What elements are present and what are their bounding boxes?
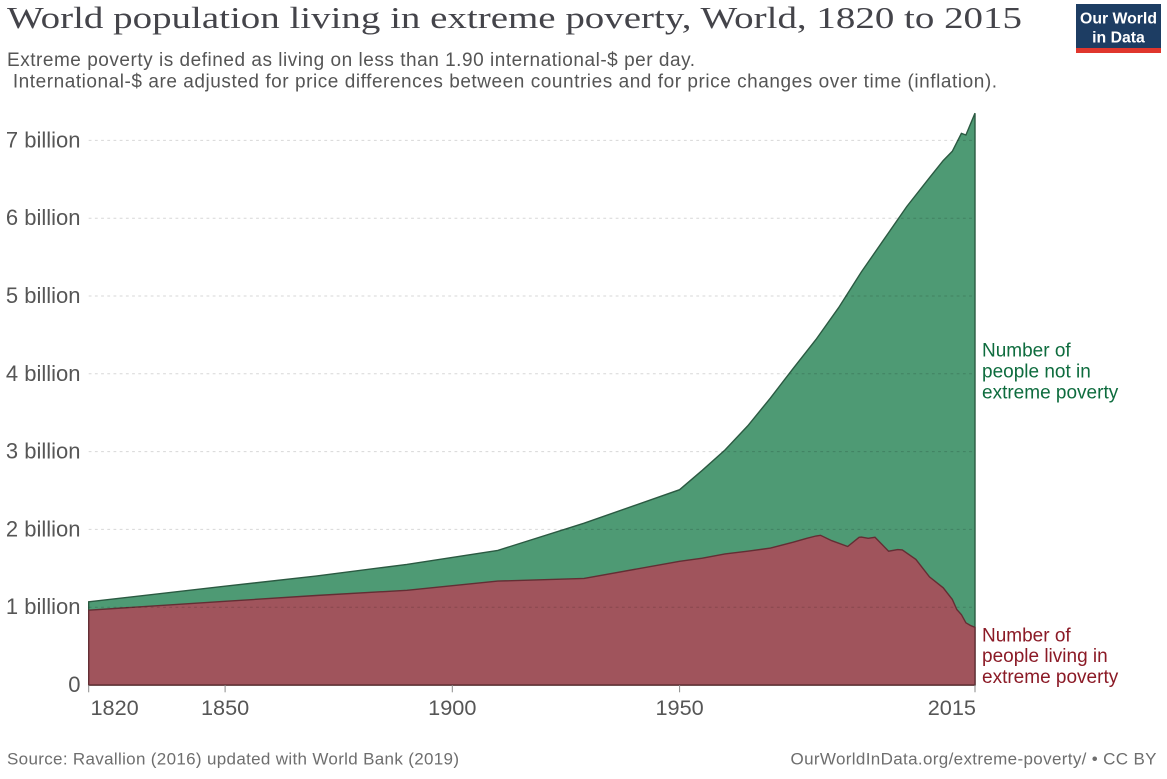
svg-text:Extreme poverty is defined as: Extreme poverty is defined as living on …	[7, 50, 695, 71]
svg-text:extreme poverty: extreme poverty	[982, 667, 1119, 688]
svg-text:people living in: people living in	[982, 646, 1108, 667]
svg-text:5 billion: 5 billion	[6, 283, 81, 308]
svg-text:6 billion: 6 billion	[6, 205, 81, 230]
svg-text:3 billion: 3 billion	[6, 439, 81, 464]
svg-text:0: 0	[68, 672, 80, 697]
svg-text:people not in: people not in	[982, 362, 1091, 383]
svg-text:Number of: Number of	[982, 341, 1071, 362]
svg-text:Number of: Number of	[982, 625, 1071, 646]
svg-text:International-$ are adjusted f: International-$ are adjusted for price d…	[7, 72, 997, 93]
svg-text:extreme poverty: extreme poverty	[982, 383, 1119, 404]
svg-text:World population living in ext: World population living in extreme pover…	[7, 0, 1022, 35]
svg-text:2 billion: 2 billion	[6, 516, 81, 541]
svg-text:7 billion: 7 billion	[6, 127, 81, 152]
svg-text:1850: 1850	[201, 695, 249, 720]
svg-text:1900: 1900	[428, 695, 476, 720]
svg-text:1820: 1820	[91, 695, 139, 720]
svg-text:4 billion: 4 billion	[6, 361, 81, 386]
svg-text:Our World: Our World	[1080, 10, 1157, 27]
svg-text:OurWorldInData.org/extreme-pov: OurWorldInData.org/extreme-poverty/ • CC…	[791, 750, 1157, 769]
svg-text:in Data: in Data	[1092, 30, 1145, 47]
svg-text:Source: Ravallion (2016) updat: Source: Ravallion (2016) updated with Wo…	[7, 750, 459, 769]
svg-text:2015: 2015	[928, 695, 976, 720]
svg-text:1 billion: 1 billion	[6, 594, 81, 619]
svg-text:1950: 1950	[655, 695, 703, 720]
